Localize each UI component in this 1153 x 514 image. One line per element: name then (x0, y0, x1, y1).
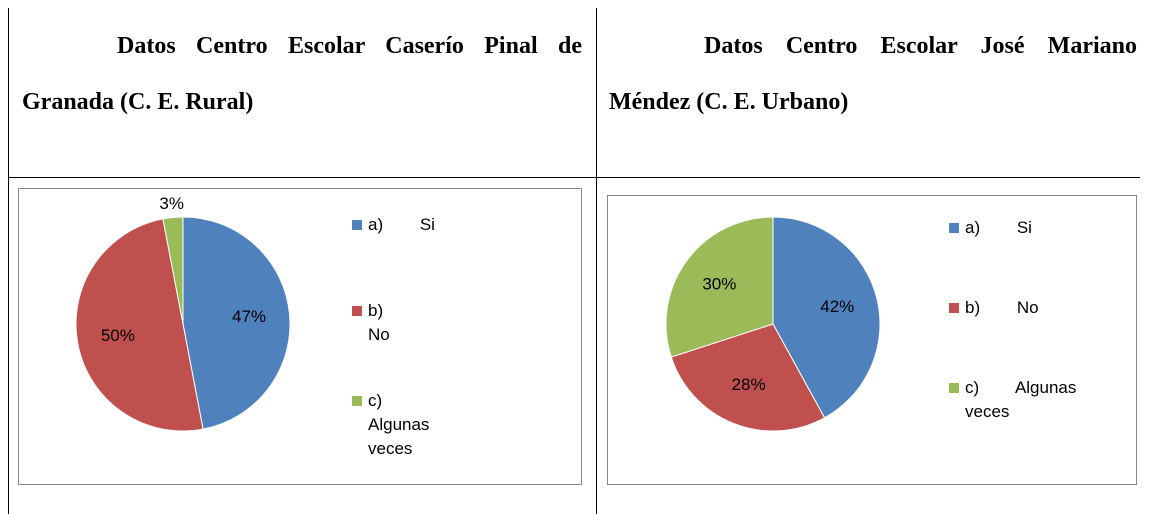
legend-swatch (949, 223, 959, 233)
data-label: 3% (159, 194, 184, 213)
legend-label: c) Algunas veces (368, 391, 430, 458)
legend-label: a) Si (368, 215, 435, 234)
data-label: 30% (702, 274, 736, 293)
data-label: 50% (101, 326, 135, 345)
legend-item: a) Si (949, 216, 1125, 240)
cell-header: Datos Centro Escolar José Mariano Méndez… (609, 33, 1137, 115)
table-border (596, 8, 597, 514)
data-label: 42% (820, 297, 854, 316)
legend-label: a) Si (965, 218, 1032, 237)
legend-swatch (949, 303, 959, 313)
data-label: 28% (732, 375, 766, 394)
legend-label: c) Algunas veces (965, 378, 1077, 421)
pie-slice (182, 216, 291, 430)
legend-label: b) No (965, 298, 1039, 317)
pie-slice (75, 218, 204, 432)
chart: 47% 50% 3% a) Si b) No c) Algunas veces (18, 188, 582, 485)
pie-slice (162, 216, 184, 325)
legend-swatch (352, 220, 362, 230)
chart: 42% 28% 30% a) Si b) No c) Algunas veces (607, 195, 1137, 485)
legend-item: b) No (949, 296, 1125, 320)
table-border (8, 8, 9, 514)
legend-swatch (352, 306, 362, 316)
pie-chart: 42% 28% 30% (665, 216, 881, 432)
table-border (8, 177, 1140, 178)
data-label: 47% (232, 307, 266, 326)
pie-slice (670, 323, 826, 432)
legend-label: b) No (368, 301, 390, 344)
legend-item: a) Si (352, 213, 438, 237)
legend-swatch (352, 396, 362, 406)
pie-slice (665, 216, 774, 358)
legend-item: c) Algunas veces (949, 376, 1125, 424)
legend-item: c) Algunas veces (352, 389, 438, 461)
legend-swatch (949, 383, 959, 393)
cell-header: Datos Centro Escolar Caserío Pinal de Gr… (22, 33, 582, 115)
legend-item: b) No (352, 299, 438, 347)
pie-chart: 47% 50% 3% (75, 194, 291, 432)
pie-slice (772, 216, 881, 419)
